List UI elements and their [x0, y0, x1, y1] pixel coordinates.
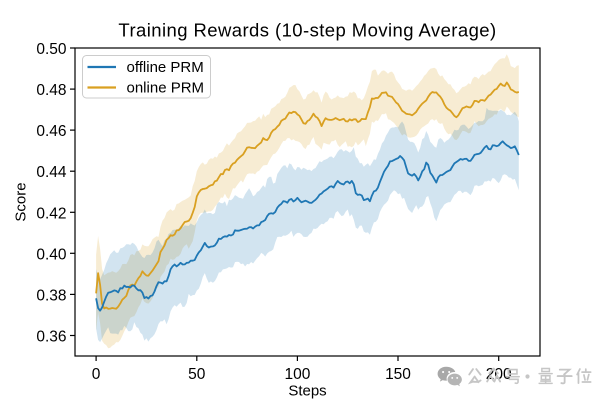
svg-text:0.44: 0.44 [36, 164, 67, 181]
svg-text:150: 150 [385, 366, 411, 383]
svg-text:50: 50 [188, 366, 206, 383]
svg-text:0.38: 0.38 [36, 287, 66, 304]
svg-text:0.46: 0.46 [36, 123, 66, 140]
svg-text:Steps: Steps [288, 383, 326, 400]
svg-text:0.40: 0.40 [36, 246, 67, 263]
svg-text:online PRM: online PRM [127, 79, 205, 96]
svg-text:0.36: 0.36 [36, 329, 66, 346]
svg-text:offline PRM: offline PRM [127, 59, 204, 76]
svg-text:0.48: 0.48 [36, 82, 66, 99]
svg-text:Training Rewards (10-step Movi: Training Rewards (10-step Moving Average… [118, 20, 496, 41]
svg-text:Score: Score [13, 182, 30, 221]
svg-text:100: 100 [284, 366, 310, 383]
svg-text:0: 0 [92, 366, 101, 383]
svg-text:0.42: 0.42 [36, 205, 66, 222]
svg-text:0.50: 0.50 [36, 41, 67, 58]
